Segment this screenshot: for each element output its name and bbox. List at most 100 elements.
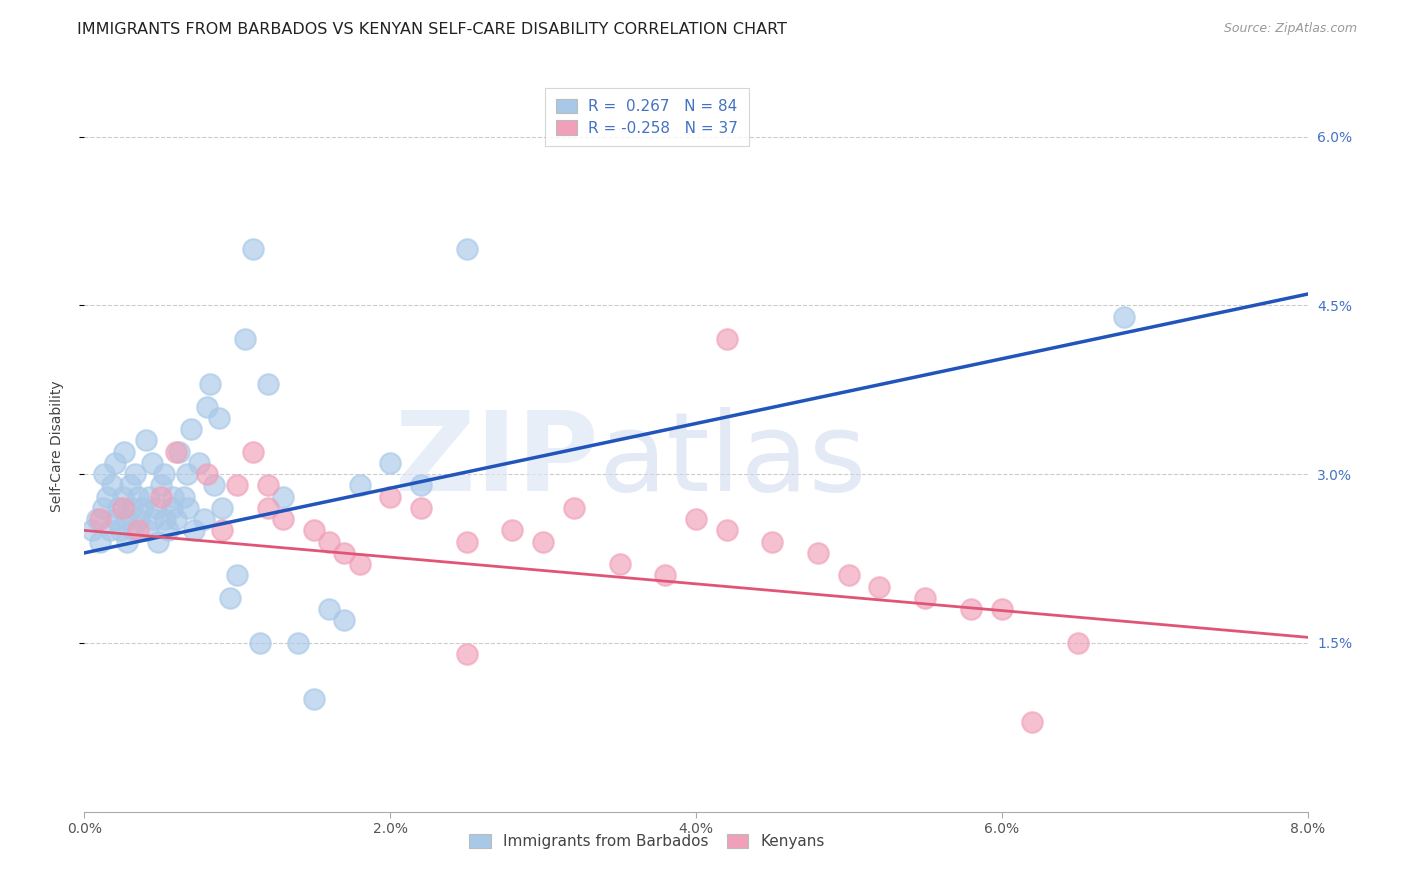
Point xyxy=(1067,636,1090,650)
Point xyxy=(211,524,233,538)
Point xyxy=(318,602,340,616)
Point xyxy=(349,478,371,492)
Point xyxy=(456,647,478,661)
Point xyxy=(127,524,149,538)
Point xyxy=(89,512,111,526)
Point xyxy=(165,444,187,458)
Point xyxy=(177,500,200,515)
Point xyxy=(96,490,118,504)
Point xyxy=(502,524,524,538)
Point xyxy=(838,568,860,582)
Point xyxy=(218,591,240,605)
Point xyxy=(202,478,225,492)
Point xyxy=(249,636,271,650)
Point xyxy=(609,557,631,571)
Point xyxy=(991,602,1014,616)
Point xyxy=(124,467,146,482)
Point xyxy=(120,478,142,492)
Point xyxy=(1021,714,1043,729)
Point xyxy=(198,377,221,392)
Point xyxy=(173,490,195,504)
Point xyxy=(1114,310,1136,324)
Point xyxy=(107,500,129,515)
Point xyxy=(233,332,256,346)
Point xyxy=(226,478,249,492)
Point xyxy=(114,512,136,526)
Point xyxy=(318,534,340,549)
Point xyxy=(226,568,249,582)
Point xyxy=(195,400,218,414)
Point xyxy=(380,456,402,470)
Point xyxy=(257,478,280,492)
Point xyxy=(149,478,172,492)
Point xyxy=(128,512,150,526)
Point xyxy=(333,614,356,628)
Point xyxy=(257,500,280,515)
Point xyxy=(101,478,124,492)
Point xyxy=(91,500,114,515)
Point xyxy=(80,524,103,538)
Point xyxy=(333,546,356,560)
Point xyxy=(761,534,783,549)
Point xyxy=(131,500,153,515)
Point xyxy=(112,444,135,458)
Point xyxy=(869,580,891,594)
Point xyxy=(135,434,157,448)
Y-axis label: Self-Care Disability: Self-Care Disability xyxy=(49,380,63,512)
Point xyxy=(409,478,432,492)
Point xyxy=(531,534,554,549)
Point xyxy=(141,456,163,470)
Point xyxy=(155,512,177,526)
Point xyxy=(160,500,183,515)
Point xyxy=(104,456,127,470)
Point xyxy=(111,490,134,504)
Point xyxy=(242,444,264,458)
Point xyxy=(685,512,707,526)
Point xyxy=(562,500,585,515)
Point xyxy=(654,568,676,582)
Point xyxy=(153,467,176,482)
Point xyxy=(456,242,478,256)
Point xyxy=(287,636,309,650)
Point xyxy=(914,591,936,605)
Point xyxy=(180,422,202,436)
Point xyxy=(162,490,184,504)
Point xyxy=(146,534,169,549)
Point xyxy=(115,534,138,549)
Point xyxy=(188,456,211,470)
Point xyxy=(183,524,205,538)
Point xyxy=(86,512,108,526)
Point xyxy=(127,490,149,504)
Point xyxy=(93,467,115,482)
Text: atlas: atlas xyxy=(598,407,866,514)
Text: Source: ZipAtlas.com: Source: ZipAtlas.com xyxy=(1223,22,1357,36)
Point xyxy=(111,500,134,515)
Point xyxy=(121,500,143,515)
Point xyxy=(208,410,231,425)
Point xyxy=(195,467,218,482)
Point xyxy=(145,500,167,515)
Point xyxy=(108,524,131,538)
Point xyxy=(242,242,264,256)
Point xyxy=(271,490,294,504)
Point xyxy=(960,602,983,616)
Point xyxy=(380,490,402,504)
Point xyxy=(165,512,187,526)
Point xyxy=(98,524,121,538)
Legend: Immigrants from Barbados, Kenyans: Immigrants from Barbados, Kenyans xyxy=(463,828,831,855)
Point xyxy=(142,512,165,526)
Point xyxy=(456,534,478,549)
Point xyxy=(716,332,738,346)
Point xyxy=(349,557,371,571)
Point xyxy=(138,490,160,504)
Point xyxy=(176,467,198,482)
Point xyxy=(122,524,145,538)
Point xyxy=(409,500,432,515)
Point xyxy=(211,500,233,515)
Point xyxy=(193,512,215,526)
Point xyxy=(302,692,325,706)
Point xyxy=(302,524,325,538)
Point xyxy=(136,524,159,538)
Point xyxy=(271,512,294,526)
Point xyxy=(149,490,172,504)
